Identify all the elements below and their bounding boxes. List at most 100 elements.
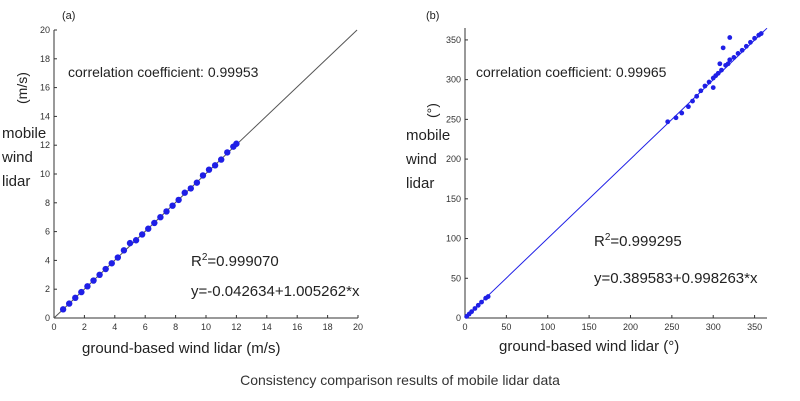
data-point	[720, 45, 726, 51]
data-point	[211, 162, 219, 169]
x-unit: (m/s)	[246, 340, 281, 357]
data-point	[108, 260, 115, 267]
y-tick-label: 14	[40, 111, 50, 121]
x-tick-label: 6	[143, 322, 148, 332]
y-label-line: mobile	[406, 127, 451, 144]
fit-equation-a: y=-0.042634+1.005262*x	[191, 283, 360, 300]
data-point	[114, 254, 122, 261]
data-point	[479, 299, 484, 305]
data-point	[665, 119, 671, 125]
data-point	[731, 54, 737, 60]
data-point	[138, 231, 146, 238]
x-axis-label-b: ground-based wind lidar (°)	[499, 338, 679, 355]
data-point	[752, 35, 757, 41]
data-point	[717, 61, 723, 67]
data-point	[193, 179, 201, 186]
data-point	[72, 294, 79, 302]
data-point	[727, 57, 733, 63]
y-axis-label-a: mobile wind lidar	[2, 122, 46, 194]
data-point	[90, 277, 97, 284]
r2-prefix: R	[191, 253, 202, 270]
x-tick-label: 12	[231, 322, 241, 332]
y-axis-label-b: mobile wind lidar	[406, 124, 450, 196]
data-point	[685, 104, 691, 110]
data-point	[694, 93, 700, 99]
y-unit-a: (m/s)	[14, 72, 30, 104]
data-point	[187, 185, 194, 192]
data-point	[145, 225, 152, 232]
x-tick-label: 20	[353, 322, 363, 332]
data-point	[157, 214, 164, 221]
data-point	[66, 300, 73, 307]
data-point	[205, 166, 213, 173]
data-point	[706, 79, 712, 85]
data-point	[485, 294, 491, 299]
data-point	[59, 306, 67, 313]
y-label-line: lidar	[406, 175, 435, 192]
y-label-line: lidar	[2, 173, 31, 190]
y-tick-label: 16	[40, 83, 50, 93]
data-point	[690, 98, 695, 104]
y-tick-label: 2	[45, 284, 50, 294]
y-label-line: wind	[406, 151, 437, 168]
data-point	[175, 196, 182, 204]
data-point	[233, 140, 240, 147]
data-point	[181, 189, 188, 196]
data-point	[218, 156, 225, 163]
y-tick-label: 8	[45, 198, 50, 208]
data-point	[224, 149, 231, 156]
data-point	[679, 110, 685, 116]
panel-label-a: (a)	[62, 10, 76, 22]
correlation-text-b: correlation coefficient: 0.99965	[476, 64, 667, 80]
y-tick-label: 0	[456, 313, 461, 323]
chart-panel-b: (b) 0 50 100 150 200 250 300 350 0 50 100 150 200 250…	[400, 0, 800, 370]
x-tick-label: 18	[323, 322, 333, 332]
data-point	[739, 47, 745, 53]
y-tick-label: 20	[40, 25, 50, 35]
y-tick-label: 10	[40, 169, 50, 179]
r2-value: =0.999070	[207, 253, 279, 270]
panel-label-b: (b)	[426, 10, 440, 22]
x-tick-label: 0	[51, 322, 56, 332]
data-point	[673, 115, 679, 121]
x-unit: (°)	[663, 338, 680, 355]
y-tick-label: 350	[446, 35, 461, 45]
data-point	[120, 247, 128, 254]
data-point	[719, 67, 724, 73]
x-label-text: ground-based wind lidar	[82, 340, 243, 357]
x-tick-label: 14	[262, 322, 272, 332]
x-tick-label: 200	[623, 322, 638, 332]
y-tick-label: 100	[446, 234, 461, 244]
y-tick-label: 200	[446, 154, 461, 164]
x-tick-label: 0	[462, 322, 467, 332]
x-tick-label: 50	[501, 322, 511, 332]
data-point	[702, 83, 708, 89]
y-label-line: mobile	[2, 125, 47, 142]
data-point	[472, 306, 478, 311]
data-point	[758, 31, 764, 36]
data-point	[475, 302, 481, 308]
data-point	[725, 61, 731, 67]
data-point	[163, 208, 170, 215]
y-tick-label: 4	[45, 255, 50, 265]
data-point	[151, 219, 158, 227]
data-point	[710, 85, 716, 90]
x-tick-label: 100	[540, 322, 555, 332]
scatter-plot-b: 0 50 100 150 200 250 300 350 0 50 100 150 200 250 300 3…	[446, 27, 768, 332]
x-tick-label: 8	[173, 322, 178, 332]
y-tick-label: 150	[446, 194, 461, 204]
y-label-line: wind	[2, 149, 33, 166]
y-tick-label: 0	[45, 313, 50, 323]
fit-equation-b: y=0.389583+0.998263*x	[594, 270, 758, 287]
r2-value: =0.999295	[610, 233, 682, 250]
data-point	[84, 283, 91, 290]
x-tick-label: 16	[292, 322, 302, 332]
r-squared-a: R2=0.999070	[191, 252, 279, 270]
data-point	[132, 237, 140, 244]
y-tick-label: 50	[451, 273, 461, 283]
data-point	[469, 309, 475, 315]
data-point	[199, 172, 207, 179]
r2-prefix: R	[594, 233, 605, 250]
data-point	[727, 35, 733, 40]
y-tick-label: 12	[40, 140, 50, 150]
